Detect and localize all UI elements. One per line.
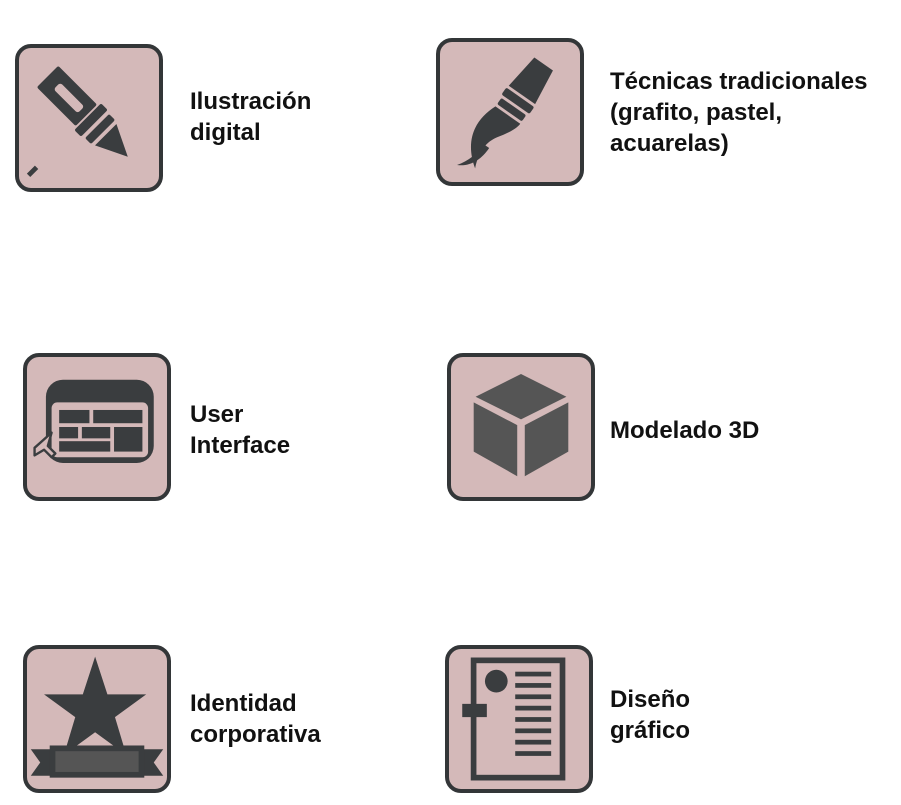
marker-pen-icon xyxy=(15,44,163,192)
paintbrush-icon xyxy=(436,38,584,186)
skill-label: Ilustración digital xyxy=(190,88,312,146)
skill-label: Modelado 3D xyxy=(610,417,760,444)
document-layout-icon xyxy=(445,645,593,793)
browser-window-icon xyxy=(23,353,171,501)
cube-icon xyxy=(447,353,595,501)
skill-label: User Interface xyxy=(190,401,291,459)
skill-label: Diseño gráfico xyxy=(610,686,691,744)
skill-label: Identidad corporativa xyxy=(190,690,321,748)
skill-label: Técnicas tradicionales (grafito, pastel,… xyxy=(610,68,868,157)
star-ribbon-icon xyxy=(23,645,171,793)
